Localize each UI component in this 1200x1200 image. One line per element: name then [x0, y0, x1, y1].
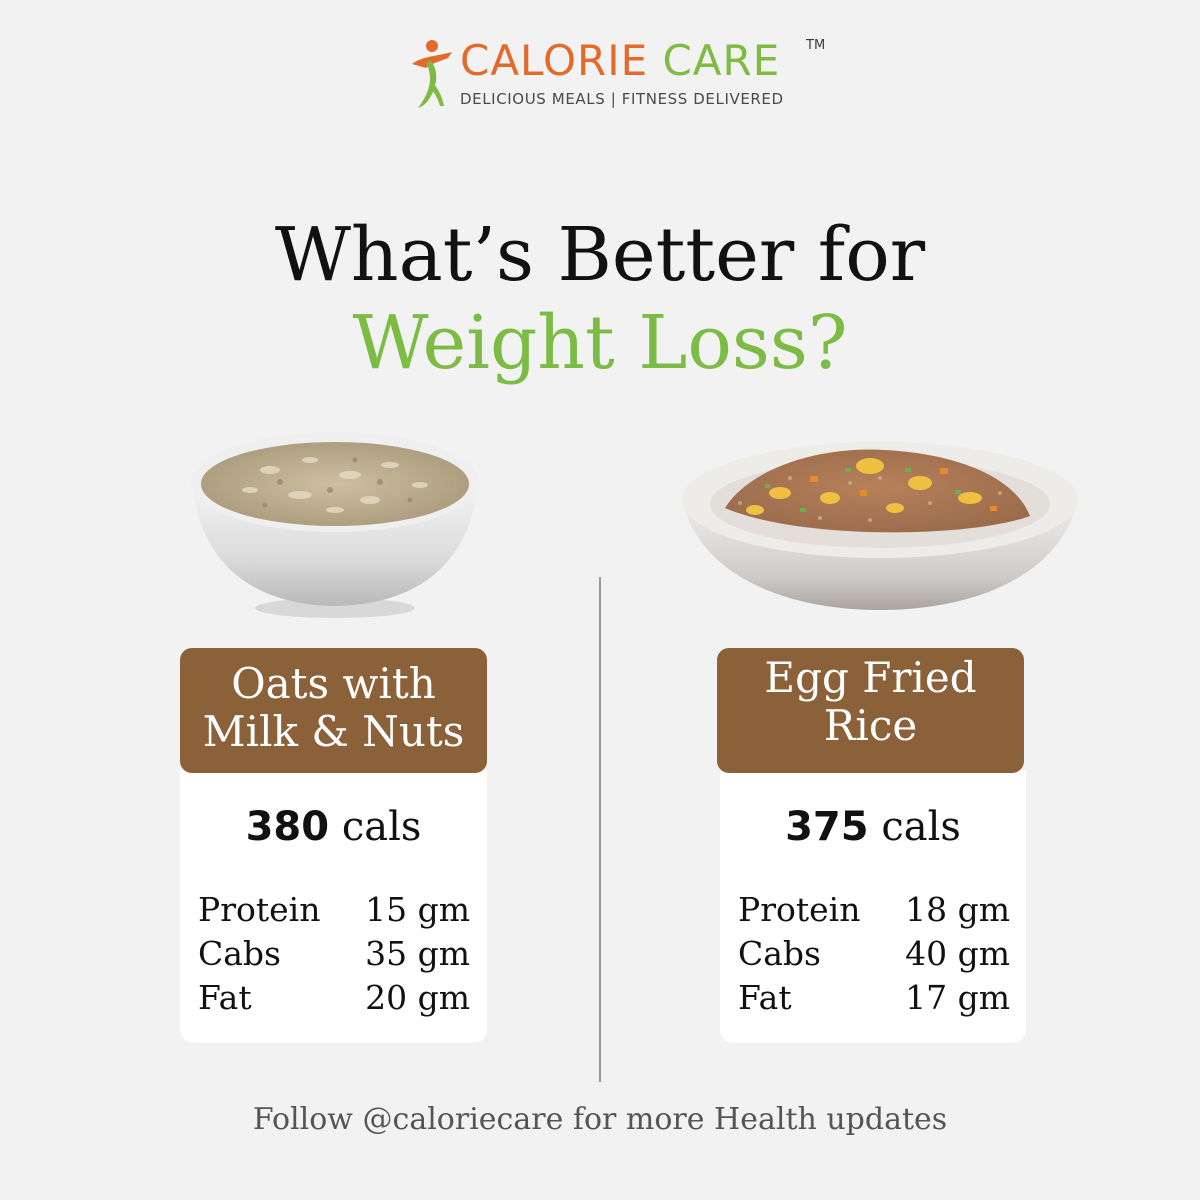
- nutrient-label: Protein: [738, 890, 861, 929]
- nutrient-row: Fat 17 gm: [738, 976, 1010, 1020]
- nutrient-row: Protein 18 gm: [738, 888, 1010, 932]
- footer-follow-text: Follow @caloriecare for more Health upda…: [252, 1102, 948, 1137]
- brand-logo: CALORIE CARE TM DELICIOUS MEALS | FITNES…: [408, 34, 828, 114]
- nutrient-label: Fat: [738, 978, 792, 1017]
- brand-name-part1: CALORIE: [460, 36, 649, 85]
- page-title-line1: What’s Better for: [274, 212, 926, 298]
- oats-title-label: Oats with Milk & Nuts: [180, 648, 487, 773]
- trademark: TM: [806, 38, 826, 53]
- nutrient-value: 35 gm: [365, 934, 470, 973]
- nutrient-value: 20 gm: [365, 978, 470, 1017]
- nutrient-label: Cabs: [198, 934, 281, 973]
- calories-label: 380 cals: [180, 804, 487, 850]
- fried-rice-bowl-icon: [682, 442, 1078, 610]
- nutrient-row: Cabs 40 gm: [738, 932, 1010, 976]
- calories-unit: cals: [881, 804, 961, 850]
- nutrient-value: 18 gm: [905, 890, 1010, 929]
- nutrient-row: Fat 20 gm: [198, 976, 470, 1020]
- item-name-line1: Oats with: [231, 659, 436, 708]
- nutrient-value: 17 gm: [905, 978, 1010, 1017]
- nutrient-value: 40 gm: [905, 934, 1010, 973]
- item-name-line1: Egg Fried: [764, 653, 977, 702]
- page-title-line2: Weight Loss?: [352, 300, 848, 386]
- item-name-line2: Rice: [823, 701, 918, 750]
- brand-name-part2: CARE: [662, 36, 781, 85]
- calories-unit: cals: [341, 804, 422, 850]
- calories-value: 375: [785, 804, 869, 850]
- brand-name: CALORIE CARE: [460, 36, 780, 86]
- rice-title-label: Egg Fried Rice: [717, 648, 1024, 773]
- nutrient-label: Cabs: [738, 934, 821, 973]
- oats-bowl-icon: [191, 432, 479, 618]
- calories-label: 375 cals: [720, 804, 1026, 850]
- rice-nutrition-card: 375 cals Protein 18 gm Cabs 40 gm Fat 17 gm: [720, 770, 1026, 1043]
- nutrient-row: Protein 15 gm: [198, 888, 470, 932]
- center-divider: [599, 577, 601, 1082]
- nutrient-label: Fat: [198, 978, 252, 1017]
- nutrient-list: Protein 18 gm Cabs 40 gm Fat 17 gm: [738, 888, 1010, 1020]
- item-name-line2: Milk & Nuts: [202, 707, 465, 756]
- oats-nutrition-card: 380 cals Protein 15 gm Cabs 35 gm Fat 20 gm: [180, 770, 487, 1043]
- nutrient-list: Protein 15 gm Cabs 35 gm Fat 20 gm: [198, 888, 470, 1020]
- nutrient-value: 15 gm: [365, 890, 470, 929]
- nutrient-label: Protein: [198, 890, 321, 929]
- runner-figure-icon: [412, 40, 452, 108]
- nutrient-row: Cabs 35 gm: [198, 932, 470, 976]
- calories-value: 380: [245, 804, 330, 850]
- brand-tagline: DELICIOUS MEALS | FITNESS DELIVERED: [460, 90, 784, 108]
